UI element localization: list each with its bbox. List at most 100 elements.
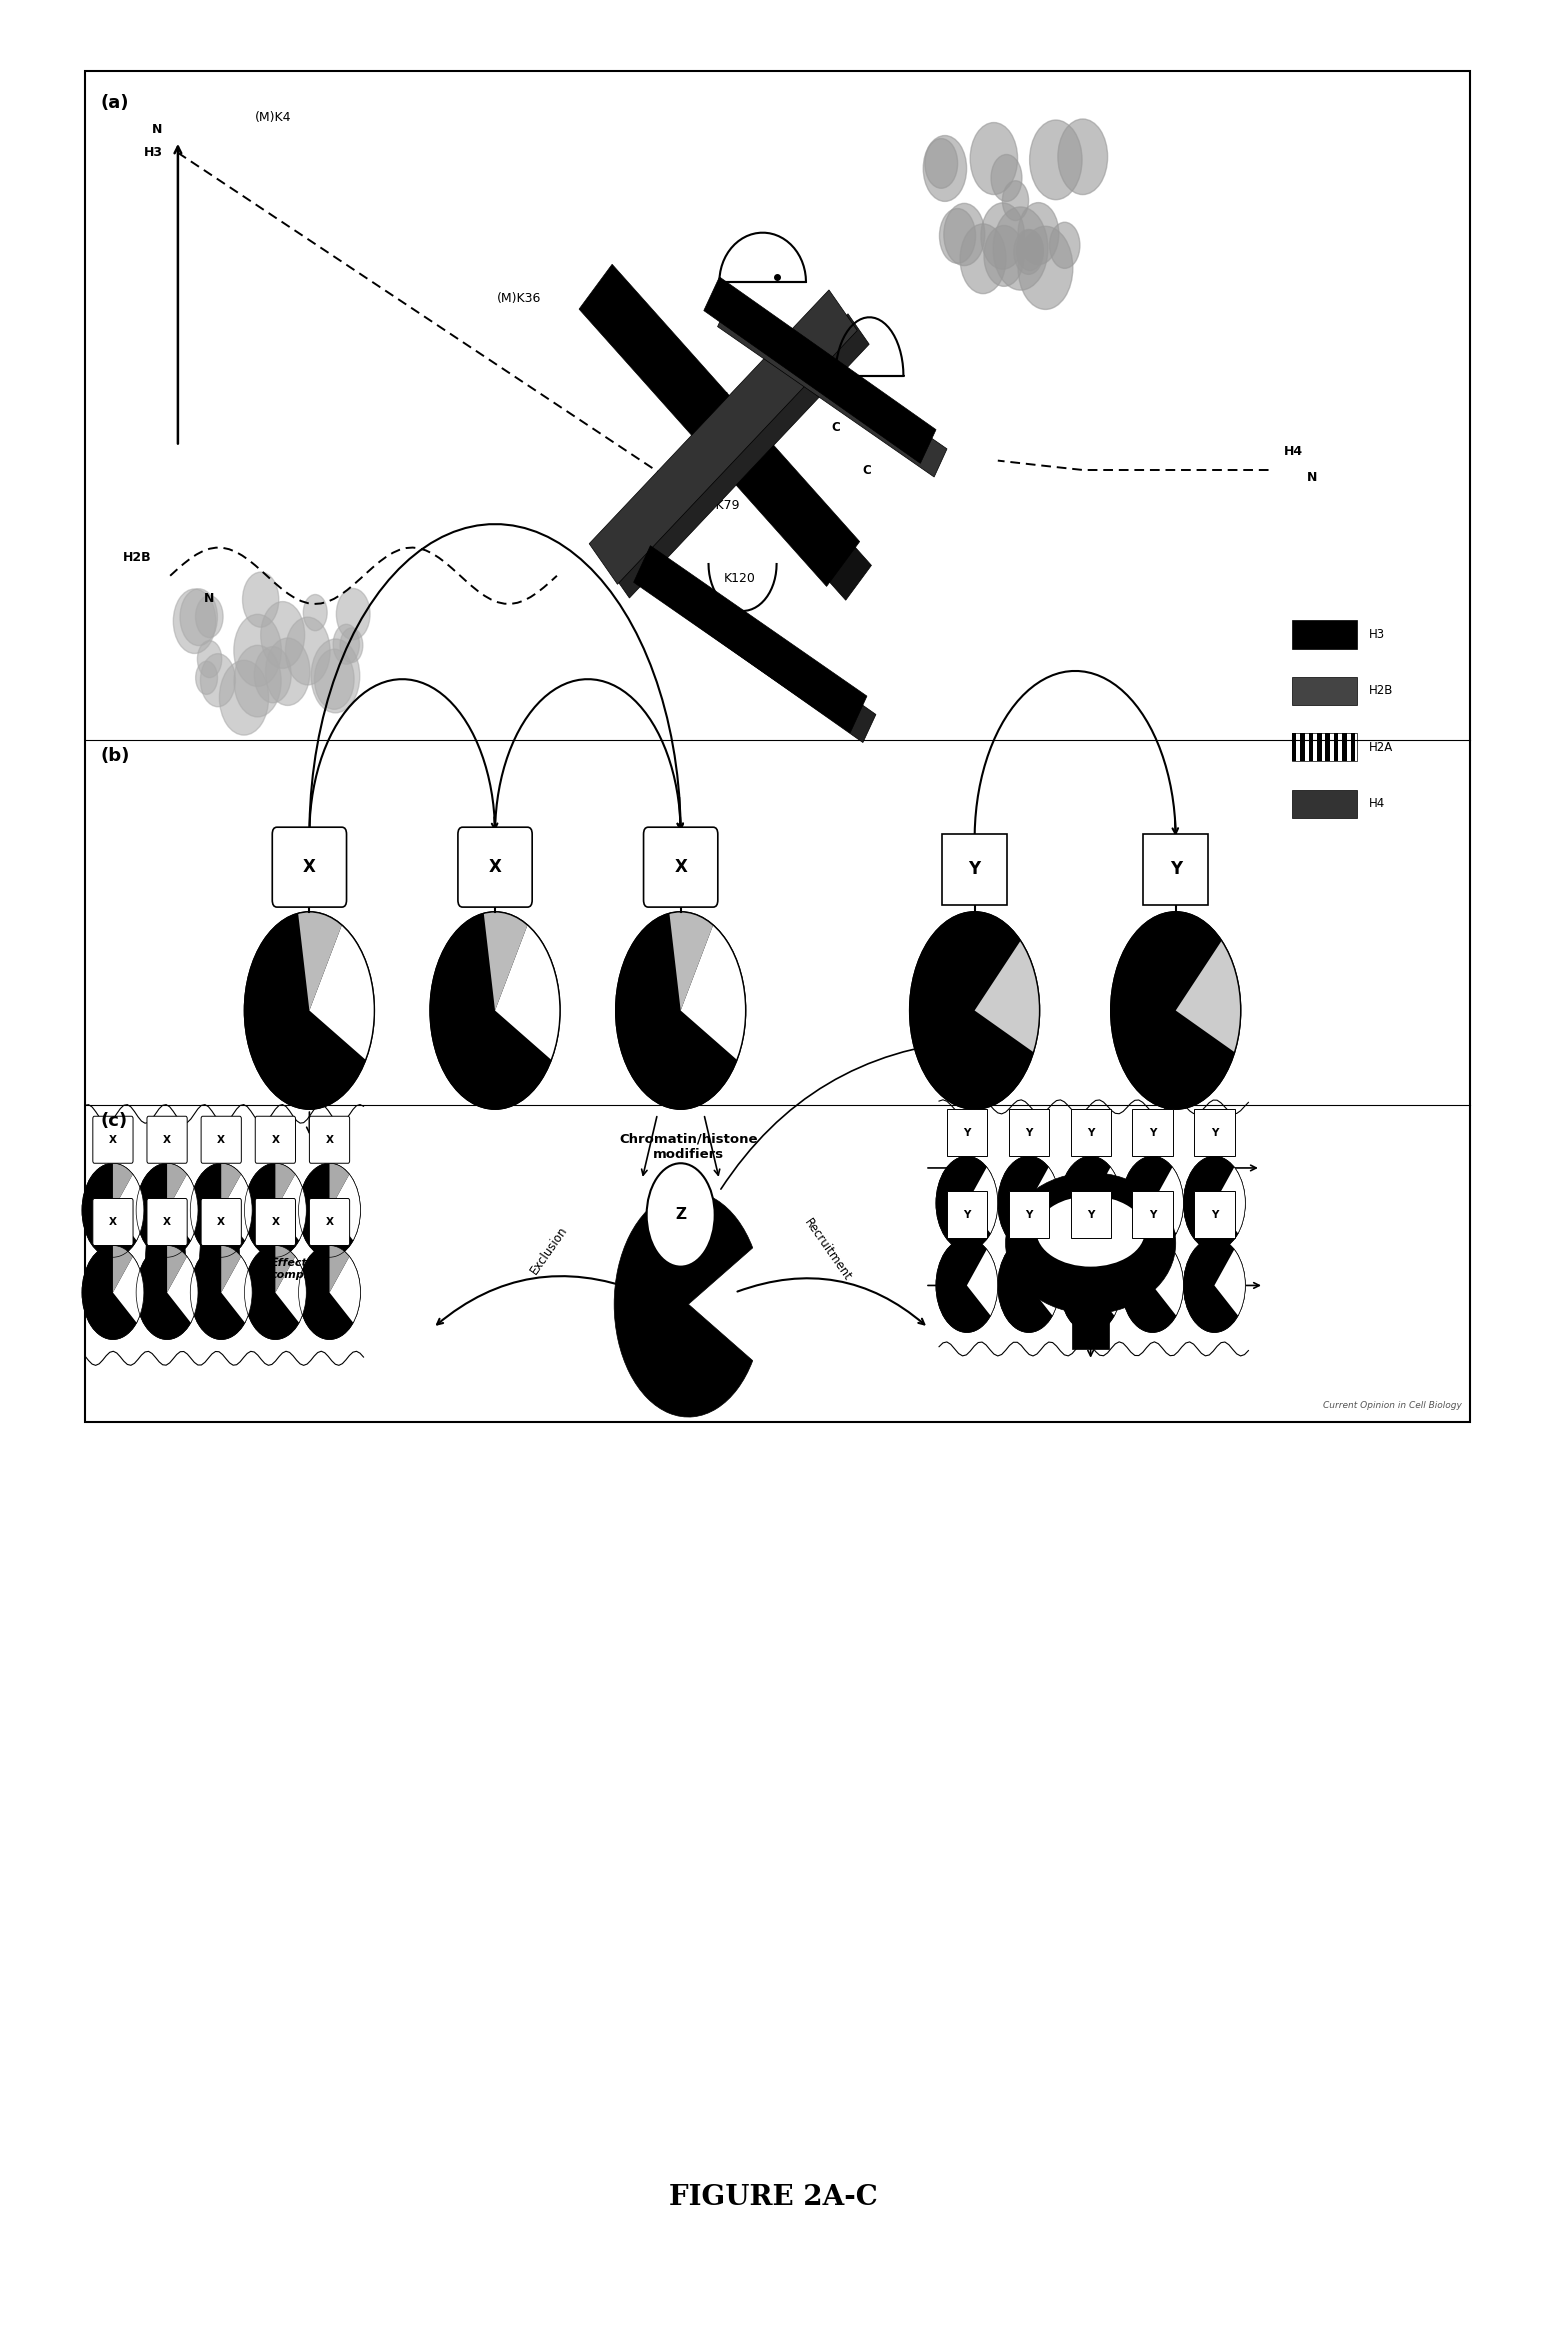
Text: X: X — [674, 858, 687, 877]
Circle shape — [82, 1163, 144, 1257]
Circle shape — [1060, 1238, 1122, 1332]
Circle shape — [220, 660, 269, 736]
FancyBboxPatch shape — [1194, 1191, 1235, 1238]
Bar — [1292, 733, 1357, 761]
Bar — [1292, 790, 1357, 818]
Circle shape — [616, 912, 746, 1109]
Wedge shape — [1091, 1168, 1122, 1234]
Circle shape — [82, 1246, 144, 1339]
Circle shape — [190, 1163, 252, 1257]
Circle shape — [254, 646, 291, 703]
Polygon shape — [599, 289, 871, 599]
Bar — [1292, 677, 1357, 705]
Circle shape — [311, 639, 360, 712]
Circle shape — [1013, 230, 1043, 275]
Wedge shape — [275, 1246, 295, 1292]
Circle shape — [992, 155, 1023, 202]
Wedge shape — [221, 1257, 252, 1323]
Bar — [1292, 733, 1296, 761]
Text: N: N — [152, 122, 162, 136]
Wedge shape — [113, 1257, 144, 1323]
Circle shape — [910, 912, 1040, 1109]
Text: Y: Y — [1026, 1128, 1032, 1137]
FancyBboxPatch shape — [147, 1116, 187, 1163]
Circle shape — [198, 642, 221, 677]
Text: C: C — [831, 421, 840, 435]
Wedge shape — [221, 1175, 252, 1241]
Circle shape — [1058, 120, 1108, 195]
Circle shape — [136, 1163, 198, 1257]
Wedge shape — [167, 1163, 187, 1210]
Circle shape — [939, 209, 976, 263]
Wedge shape — [330, 1163, 350, 1210]
FancyBboxPatch shape — [1194, 1109, 1235, 1156]
FancyBboxPatch shape — [272, 827, 347, 907]
Polygon shape — [650, 564, 876, 743]
Text: C: C — [862, 463, 871, 477]
Text: X: X — [162, 1217, 172, 1227]
Text: X: X — [217, 1135, 226, 1144]
Wedge shape — [484, 912, 528, 1010]
Circle shape — [1030, 120, 1081, 200]
Text: Y: Y — [1088, 1210, 1094, 1220]
FancyBboxPatch shape — [147, 1198, 187, 1246]
Text: C: C — [692, 611, 701, 625]
Wedge shape — [1029, 1168, 1060, 1234]
Polygon shape — [608, 315, 869, 597]
Bar — [1309, 733, 1313, 761]
Bar — [1316, 733, 1321, 761]
Text: X: X — [271, 1135, 280, 1144]
Bar — [1334, 733, 1338, 761]
Wedge shape — [330, 1175, 360, 1241]
Text: H2B: H2B — [1369, 684, 1394, 698]
Wedge shape — [1091, 1250, 1122, 1316]
Text: Y: Y — [1088, 1128, 1094, 1137]
Circle shape — [936, 1156, 998, 1250]
Wedge shape — [167, 1175, 198, 1241]
Bar — [1299, 733, 1304, 761]
Wedge shape — [967, 1168, 998, 1234]
Circle shape — [430, 912, 560, 1109]
FancyBboxPatch shape — [1132, 1191, 1173, 1238]
FancyBboxPatch shape — [255, 1116, 295, 1163]
Wedge shape — [113, 1163, 133, 1210]
Circle shape — [1049, 223, 1080, 268]
Circle shape — [998, 1156, 1060, 1250]
Circle shape — [1183, 1156, 1245, 1250]
Circle shape — [1060, 1156, 1122, 1250]
Wedge shape — [330, 1257, 360, 1323]
Circle shape — [336, 588, 370, 639]
Circle shape — [993, 207, 1047, 289]
Circle shape — [925, 139, 958, 188]
Polygon shape — [718, 298, 947, 477]
Wedge shape — [614, 1191, 753, 1417]
Wedge shape — [1214, 1250, 1245, 1316]
Circle shape — [998, 1238, 1060, 1332]
Text: X: X — [325, 1217, 334, 1227]
Text: Recruitment: Recruitment — [801, 1217, 854, 1283]
Polygon shape — [634, 545, 866, 733]
Circle shape — [1016, 230, 1043, 270]
Wedge shape — [1029, 1250, 1060, 1316]
Wedge shape — [670, 912, 713, 1010]
Polygon shape — [704, 277, 936, 463]
FancyBboxPatch shape — [309, 1198, 350, 1246]
Wedge shape — [299, 912, 342, 1010]
Circle shape — [303, 595, 326, 630]
Text: X: X — [489, 858, 501, 877]
FancyBboxPatch shape — [1071, 1191, 1111, 1238]
Polygon shape — [589, 289, 857, 585]
Ellipse shape — [145, 1201, 186, 1323]
Circle shape — [981, 202, 1024, 270]
Polygon shape — [579, 263, 860, 588]
Text: X: X — [303, 858, 316, 877]
Circle shape — [1018, 202, 1058, 266]
Wedge shape — [275, 1257, 306, 1323]
Circle shape — [1183, 1238, 1245, 1332]
Circle shape — [936, 1238, 998, 1332]
Bar — [1292, 620, 1357, 649]
Circle shape — [173, 590, 215, 653]
FancyBboxPatch shape — [1132, 1109, 1173, 1156]
Text: H2B: H2B — [122, 550, 152, 564]
Circle shape — [244, 1163, 306, 1257]
